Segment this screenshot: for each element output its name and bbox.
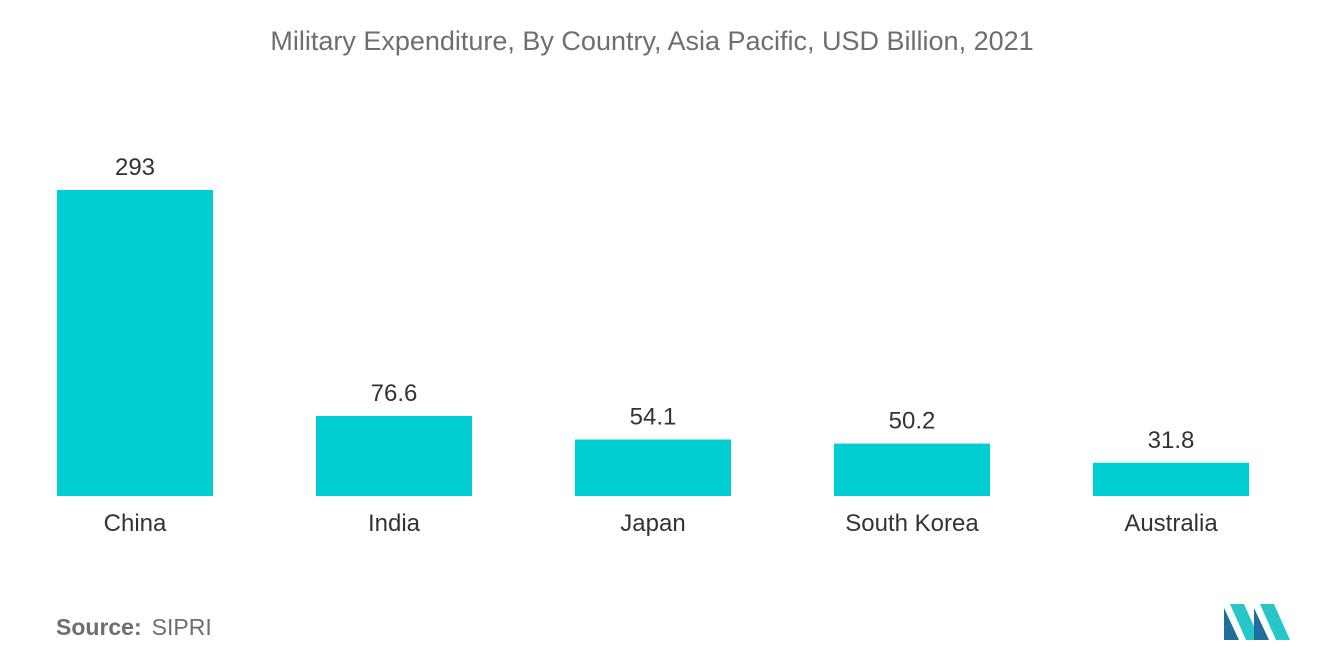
bar-japan bbox=[575, 439, 731, 496]
chart-title: Military Expenditure, By Country, Asia P… bbox=[270, 26, 1033, 56]
mordor-intelligence-logo-icon bbox=[1224, 604, 1290, 640]
category-labels-group: China India Japan South Korea Australia bbox=[104, 510, 1219, 537]
bar-australia bbox=[1093, 462, 1249, 496]
category-label-china: China bbox=[104, 510, 167, 537]
value-label-south-korea: 50.2 bbox=[889, 408, 936, 435]
value-label-china: 293 bbox=[115, 154, 155, 181]
value-label-japan: 54.1 bbox=[630, 403, 677, 430]
category-label-japan: Japan bbox=[620, 510, 685, 537]
bar-chart: Military Expenditure, By Country, Asia P… bbox=[57, 26, 1249, 537]
value-label-india: 76.6 bbox=[371, 380, 418, 407]
bar-south-korea bbox=[834, 443, 990, 496]
category-label-australia: Australia bbox=[1124, 510, 1218, 537]
category-label-south-korea: South Korea bbox=[845, 510, 979, 537]
bar-india bbox=[316, 416, 472, 496]
value-label-australia: 31.8 bbox=[1148, 427, 1195, 454]
value-labels-group: 293 76.6 54.1 50.2 31.8 bbox=[115, 154, 1194, 454]
category-label-india: India bbox=[368, 510, 421, 537]
source-value: SIPRI bbox=[151, 614, 212, 640]
source-note: Source: SIPRI bbox=[56, 614, 212, 641]
bars-group bbox=[57, 190, 1249, 496]
bar-china bbox=[57, 190, 213, 496]
source-label: Source: bbox=[56, 614, 142, 640]
